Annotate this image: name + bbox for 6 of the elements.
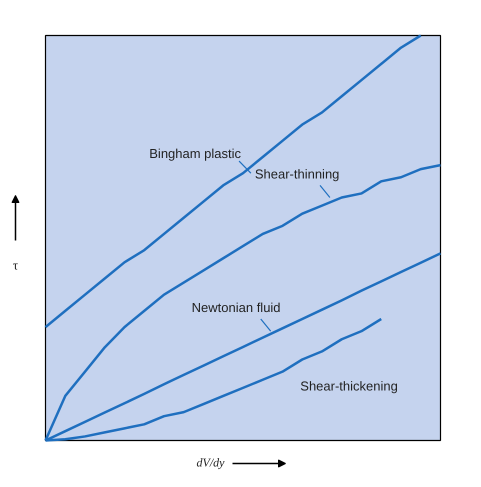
series-label: Bingham plastic — [149, 146, 242, 162]
legend-label: Shear-thinning — [254, 166, 340, 182]
series-label: Shear-thickening — [300, 378, 398, 394]
series-label: Newtonian fluid — [192, 300, 281, 315]
x-axis-title: dV/dy — [196, 456, 226, 470]
y-axis-title: τ — [12, 258, 18, 272]
